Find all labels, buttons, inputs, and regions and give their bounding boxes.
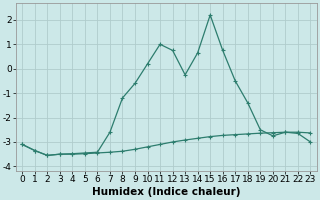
X-axis label: Humidex (Indice chaleur): Humidex (Indice chaleur) [92, 187, 241, 197]
